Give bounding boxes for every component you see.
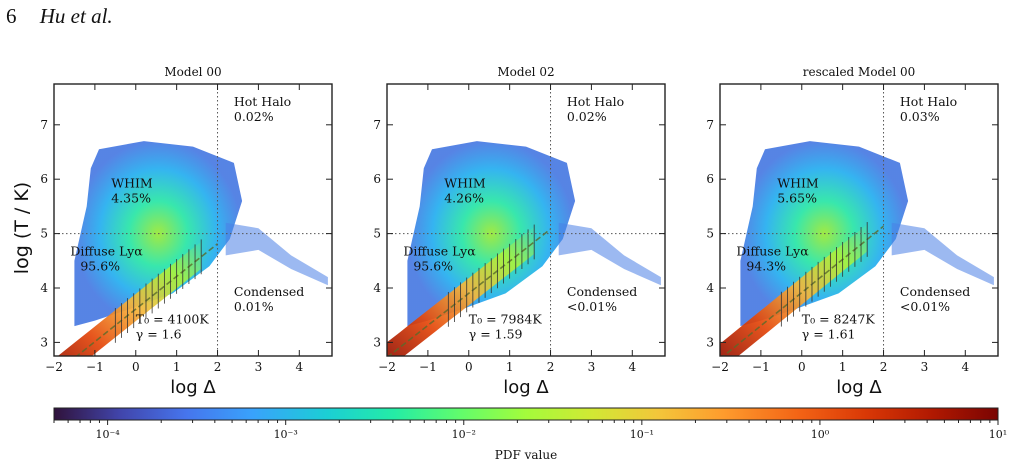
colorbar-tick-label: 10⁰ xyxy=(811,428,830,441)
phase-diagram-panel: Model 00 −2 −1 0 1 2 3 4 3 4 5 6 7 log Δ Hot Halo0.02%… xyxy=(40,65,332,398)
phase-fraction: 0.03% xyxy=(900,109,940,124)
x-tick-label: −2 xyxy=(45,360,63,374)
fit-t0: T₀ = 4100K xyxy=(136,311,210,326)
x-tick-label: 1 xyxy=(506,360,514,374)
fit-t0: T₀ = 7984K xyxy=(469,311,543,326)
x-tick-label: −1 xyxy=(86,360,104,374)
x-axis-label: log Δ xyxy=(836,377,882,398)
colorbar-label: PDF value xyxy=(495,448,557,462)
phase-name: Hot Halo xyxy=(234,94,291,109)
phase-fraction: 0.02% xyxy=(567,109,607,124)
x-tick-label: 3 xyxy=(921,360,929,374)
y-tick-label: 6 xyxy=(706,172,714,186)
x-tick-label: 1 xyxy=(839,360,847,374)
fit-t0: T₀ = 8247K xyxy=(802,311,876,326)
y-tick-label: 4 xyxy=(40,281,48,295)
x-tick-label: 0 xyxy=(465,360,473,374)
phase-diagram-panel: rescaled Model 00 −2 −1 0 1 2 3 4 3 4 5 6 7 log Δ Hot … xyxy=(706,65,998,398)
phase-name: Diffuse Lyα xyxy=(403,243,476,258)
phase-fraction: 4.26% xyxy=(444,190,484,205)
y-tick-label: 3 xyxy=(40,335,48,349)
y-tick-label: 5 xyxy=(706,227,714,241)
phase-name: WHIM xyxy=(444,175,486,190)
y-tick-label: 7 xyxy=(373,118,381,132)
y-tick-label: 5 xyxy=(40,227,48,241)
colorbar-gradient xyxy=(54,408,998,420)
panel-title: Model 02 xyxy=(497,65,554,79)
colorbar-tick-label: 10⁻³ xyxy=(274,428,298,441)
y-tick-label: 7 xyxy=(706,118,714,132)
x-axis-label: log Δ xyxy=(503,377,549,398)
fit-gamma: γ = 1.59 xyxy=(469,326,523,341)
high-density-tail xyxy=(559,223,661,286)
phase-fraction: <0.01% xyxy=(900,299,950,314)
panel-title: Model 00 xyxy=(164,65,221,79)
fit-gamma: γ = 1.61 xyxy=(802,326,856,341)
y-tick-label: 7 xyxy=(40,118,48,132)
y-axis-label: log (T / K) xyxy=(11,182,33,274)
x-axis-label: log Δ xyxy=(170,377,216,398)
high-density-tail xyxy=(226,223,328,286)
high-density-tail xyxy=(892,223,994,286)
phase-name: Condensed xyxy=(900,284,970,299)
x-tick-label: 2 xyxy=(214,360,222,374)
y-tick-label: 5 xyxy=(373,227,381,241)
phase-fraction: 4.35% xyxy=(111,190,151,205)
x-tick-label: 2 xyxy=(880,360,888,374)
phase-fraction: 0.02% xyxy=(234,109,274,124)
fit-gamma: γ = 1.6 xyxy=(136,326,182,341)
x-tick-label: −1 xyxy=(419,360,437,374)
x-tick-label: 3 xyxy=(588,360,596,374)
phase-name: Diffuse Lyα xyxy=(736,243,809,258)
y-tick-label: 4 xyxy=(706,281,714,295)
colorbar-tick-label: 10⁻⁴ xyxy=(95,428,120,441)
y-tick-label: 6 xyxy=(373,172,381,186)
phase-name: WHIM xyxy=(111,175,153,190)
phase-name: Hot Halo xyxy=(567,94,624,109)
x-tick-label: 2 xyxy=(547,360,555,374)
colorbar-tick-label: 10⁻² xyxy=(452,428,476,441)
x-tick-label: 0 xyxy=(132,360,140,374)
x-tick-label: −1 xyxy=(752,360,770,374)
x-tick-label: 1 xyxy=(173,360,181,374)
colorbar-tick-label: 10⁻¹ xyxy=(630,428,654,441)
x-tick-label: 0 xyxy=(798,360,806,374)
x-tick-label: 4 xyxy=(628,360,636,374)
phase-name: WHIM xyxy=(777,175,819,190)
y-tick-label: 3 xyxy=(706,335,714,349)
y-tick-label: 4 xyxy=(373,281,381,295)
x-tick-label: 4 xyxy=(961,360,969,374)
phase-fraction: 95.6% xyxy=(80,258,120,273)
phase-name: Condensed xyxy=(567,284,637,299)
phase-fraction: 94.3% xyxy=(746,258,786,273)
x-tick-label: 4 xyxy=(295,360,303,374)
phase-name: Condensed xyxy=(234,284,304,299)
x-tick-label: 3 xyxy=(255,360,263,374)
x-tick-label: −2 xyxy=(378,360,396,374)
y-tick-label: 6 xyxy=(40,172,48,186)
colorbar: 10⁻⁴ 10⁻³ 10⁻² 10⁻¹ 10⁰ 10¹ PDF value xyxy=(54,408,1007,462)
phase-fraction: 0.01% xyxy=(234,299,274,314)
phase-diagram-panel: Model 02 −2 −1 0 1 2 3 4 3 4 5 6 7 log Δ Hot Halo0.02%… xyxy=(373,65,665,398)
phase-name: Hot Halo xyxy=(900,94,957,109)
phase-fraction: <0.01% xyxy=(567,299,617,314)
phase-name: Diffuse Lyα xyxy=(70,243,143,258)
phase-fraction: 5.65% xyxy=(777,190,817,205)
colorbar-tick-label: 10¹ xyxy=(989,428,1007,441)
x-tick-label: −2 xyxy=(711,360,729,374)
phase-fraction: 95.6% xyxy=(413,258,453,273)
panel-title: rescaled Model 00 xyxy=(803,65,916,79)
y-tick-label: 3 xyxy=(373,335,381,349)
